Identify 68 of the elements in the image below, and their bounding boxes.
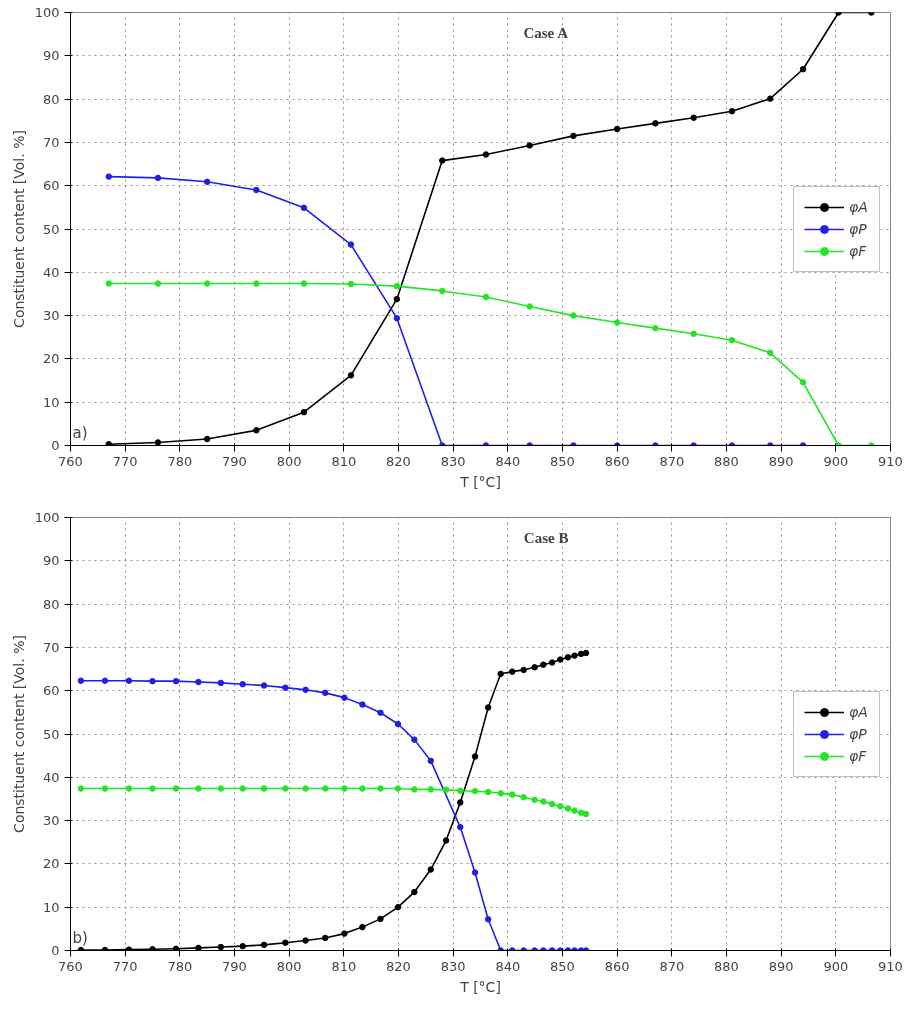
x-tick-label: 780 — [167, 958, 193, 974]
y-tick-label: 90 — [42, 48, 60, 64]
x-tick-label: 800 — [276, 453, 302, 469]
x-tick-label: 840 — [495, 958, 521, 974]
x-tick-label: 850 — [550, 958, 575, 974]
y-tick-label: 80 — [42, 91, 60, 107]
legend-label: φP — [849, 725, 868, 742]
x-tick-label: 900 — [823, 958, 849, 974]
x-tick-label: 850 — [550, 453, 575, 469]
x-tick-label: 890 — [768, 453, 794, 469]
y-tick-label: 0 — [51, 438, 60, 453]
x-tick-label: 800 — [276, 958, 302, 974]
x-tick-label: 870 — [659, 453, 685, 469]
x-tick-label: 760 — [58, 453, 83, 469]
y-tick-label: 40 — [42, 769, 60, 785]
x-tick-label: 840 — [495, 453, 521, 469]
y-tick-label: 0 — [51, 943, 60, 958]
x-tick-label: 820 — [386, 453, 411, 469]
x-tick-label: 810 — [331, 958, 357, 974]
x-tick-label: 880 — [714, 958, 739, 974]
y-tick-label: 10 — [42, 394, 60, 410]
text: Case A — [523, 24, 569, 41]
x-tick-label: 790 — [222, 453, 247, 469]
x-tick-label: 770 — [112, 453, 138, 469]
x-tick-label: 780 — [167, 453, 193, 469]
y-tick-label: 60 — [42, 178, 60, 194]
x-tick-label: 860 — [604, 453, 630, 469]
x-tick-label: 820 — [386, 958, 411, 974]
y-tick-label: 100 — [34, 5, 60, 20]
x-tick-label: 860 — [604, 958, 630, 974]
x-tick-label: 810 — [331, 453, 357, 469]
y-tick-label: 50 — [42, 726, 60, 742]
y-tick-label: 30 — [42, 813, 60, 829]
x-tick-label: 900 — [823, 453, 849, 469]
y-tick-label: 20 — [42, 856, 60, 872]
legend-label: φF — [849, 242, 868, 259]
legend-label: φF — [849, 747, 868, 764]
y-tick-label: 20 — [42, 351, 60, 367]
x-tick-label: 830 — [440, 958, 466, 974]
y-tick-label: 100 — [34, 510, 60, 525]
text: Case B — [523, 529, 569, 546]
legend-label: φP — [849, 220, 868, 237]
annotation: a) — [72, 423, 88, 442]
y-tick-label: 70 — [42, 639, 60, 655]
y-tick-label: 70 — [42, 134, 60, 150]
y-tick-label: 40 — [42, 264, 60, 280]
legend-label: φA — [849, 198, 869, 215]
y-axis-title: Constituent content [Vol. %] — [10, 635, 27, 833]
x-tick-label: 760 — [58, 958, 83, 974]
x-tick-label: 770 — [112, 958, 138, 974]
x-axis-title: T [°C] — [459, 473, 501, 490]
legend-label: φA — [849, 703, 869, 720]
x-tick-label: 830 — [440, 453, 466, 469]
y-tick-label: 10 — [42, 899, 60, 915]
x-tick-label: 910 — [878, 453, 903, 469]
x-tick-label: 910 — [878, 958, 903, 974]
annotation: b) — [72, 928, 88, 947]
x-axis-title: T [°C] — [459, 978, 501, 995]
y-tick-label: 90 — [42, 553, 60, 569]
y-axis-title: Constituent content [Vol. %] — [10, 130, 27, 328]
x-tick-label: 890 — [768, 958, 794, 974]
x-tick-label: 790 — [222, 958, 247, 974]
y-tick-label: 80 — [42, 596, 60, 612]
y-tick-label: 60 — [42, 683, 60, 699]
x-tick-label: 880 — [714, 453, 739, 469]
x-tick-label: 870 — [659, 958, 685, 974]
y-tick-label: 30 — [42, 308, 60, 324]
y-tick-label: 50 — [42, 221, 60, 237]
